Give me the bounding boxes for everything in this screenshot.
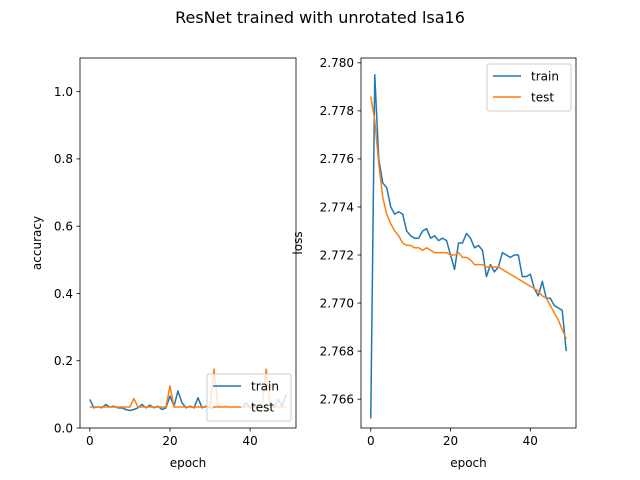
accuracy-panel: 0 20 40 0.0 0.2 0.4 0.6 0.8 1.0 epoch accuracy trai… [30,57,297,470]
loss-y-tick-label: 2.766 [320,392,354,406]
acc-y-tick-label: 0.8 [54,152,73,166]
acc-y-tick-label: 0.4 [54,287,73,301]
loss-x-axis-label: epoch [450,456,487,470]
loss-y-tick-label: 2.768 [320,344,354,358]
loss-y-tick-label: 2.772 [320,248,354,262]
loss-x-tick-label: 0 [367,434,375,448]
acc-y-tick-label: 0.2 [54,354,73,368]
acc-legend-label-test: test [251,401,274,415]
loss-y-axis-label: loss [291,231,305,254]
loss-axes-frame [360,57,577,429]
acc-x-tick-label: 20 [162,434,177,448]
loss-y-tick-label: 2.780 [320,56,354,70]
loss-y-tick-label: 2.774 [320,200,354,214]
acc-y-tick-label: 1.0 [54,85,73,99]
loss-panel: 0 20 40 2.766 2.768 2.770 2.772 2.774 2.776 2.778… [291,56,577,470]
figure-suptitle: ResNet trained with unrotated lsa16 [175,8,465,27]
loss-legend-label-train: train [531,70,559,84]
loss-y-tick-label: 2.770 [320,296,354,310]
acc-y-tick-label: 0.0 [54,421,73,435]
acc-x-tick-label: 0 [86,434,94,448]
acc-y-tick-label: 0.6 [54,219,73,233]
acc-x-axis-label: epoch [170,456,207,470]
loss-series-line-test [370,96,567,340]
loss-legend-label-test: test [531,91,554,105]
loss-series-line-train [370,74,567,419]
loss-x-tick-label: 20 [443,434,458,448]
acc-legend-label-train: train [251,380,279,394]
loss-y-tick-label: 2.776 [320,152,354,166]
loss-x-tick-label: 40 [523,434,538,448]
acc-y-axis-label: accuracy [30,216,44,270]
acc-axes-frame [79,57,297,429]
acc-x-tick-label: 40 [242,434,257,448]
loss-y-tick-label: 2.778 [320,104,354,118]
